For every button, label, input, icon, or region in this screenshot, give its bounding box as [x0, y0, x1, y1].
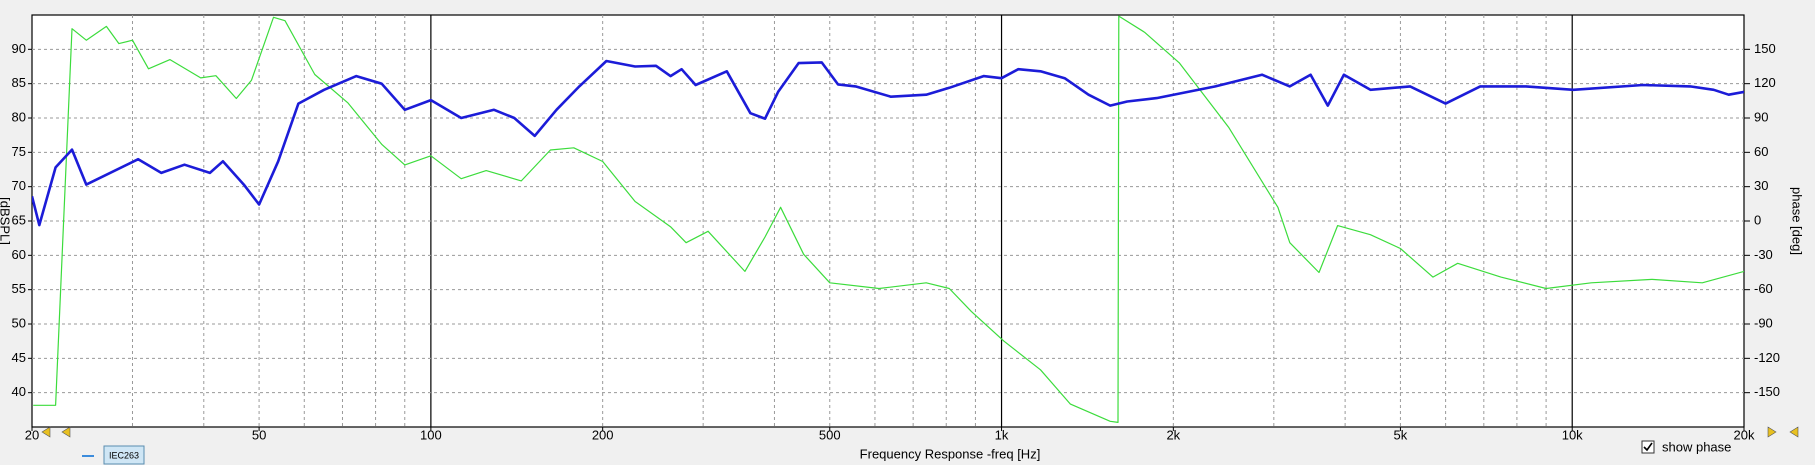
x-tick-label: 100 — [420, 427, 442, 442]
y2-tick-label: 30 — [1754, 178, 1768, 193]
y2-tick-label: -90 — [1754, 315, 1773, 330]
x-tick-label: 20k — [1734, 427, 1755, 442]
y2-tick-label: 120 — [1754, 75, 1776, 90]
x-tick-label: 1k — [995, 427, 1009, 442]
x-tick-label: 50 — [252, 427, 266, 442]
y2-tick-label: 150 — [1754, 41, 1776, 56]
x-tick-label: 200 — [592, 427, 614, 442]
y-tick-label: 85 — [12, 75, 26, 90]
checkmark — [1643, 442, 1653, 452]
y-tick-label: 45 — [12, 350, 26, 365]
y-tick-label: 50 — [12, 315, 26, 330]
y-tick-label: 55 — [12, 281, 26, 296]
checkbox-label[interactable]: show phase — [1662, 439, 1731, 454]
y-tick-label: 60 — [12, 247, 26, 262]
checkbox[interactable] — [1641, 440, 1655, 454]
scroll-arrows[interactable] — [41, 426, 1799, 438]
y-tick-label: 40 — [12, 384, 26, 399]
legend-box[interactable] — [103, 445, 145, 465]
y-tick-label: 80 — [12, 109, 26, 124]
legend-label: IEC263 — [109, 450, 139, 460]
x-tick-label: 2k — [1166, 427, 1180, 442]
x-axis-label: Frequency Response -freq [Hz] — [860, 446, 1041, 461]
y-tick-label: 70 — [12, 178, 26, 193]
x-tick-label: 10k — [1562, 427, 1583, 442]
x-tick-label: 500 — [819, 427, 841, 442]
series-line — [32, 59, 1744, 227]
y2-tick-label: 0 — [1754, 212, 1761, 227]
y2-tick-label: -60 — [1754, 281, 1773, 296]
y-tick-label: 90 — [12, 41, 26, 56]
y2-tick-label: 90 — [1754, 109, 1768, 124]
y2-tick-label: 60 — [1754, 144, 1768, 159]
y2-tick-label: -120 — [1754, 350, 1780, 365]
y2-tick-label: -150 — [1754, 384, 1780, 399]
y2-tick-label: -30 — [1754, 247, 1773, 262]
x-tick-label: 5k — [1394, 427, 1408, 442]
y-axis-label: [dBSPL] — [0, 197, 13, 245]
series-line — [33, 15, 1744, 423]
x-tick-label: 20 — [25, 427, 39, 442]
y-tick-label: 75 — [12, 144, 26, 159]
plot-area — [31, 14, 1745, 428]
y-tick-label: 65 — [12, 212, 26, 227]
y2-axis-label: phase [deg] — [1790, 187, 1805, 255]
